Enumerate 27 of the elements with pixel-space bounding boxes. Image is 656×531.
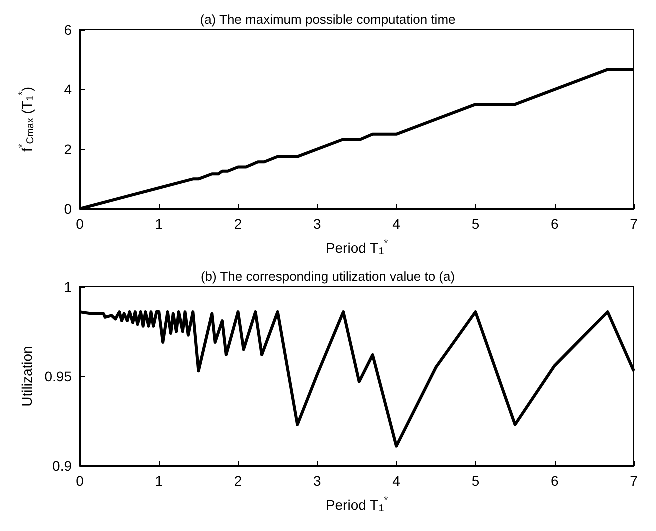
x-tick-label: 3: [314, 473, 322, 489]
y-axis-title: f*Cmax (T1*): [18, 86, 36, 152]
chart-title: (b) The corresponding utilization value to (a): [200, 269, 456, 284]
x-tick-label: 0: [76, 216, 84, 232]
x-tick-label: 2: [234, 216, 242, 232]
y-tick-label: 2: [64, 141, 72, 158]
x-tick-label: 4: [392, 216, 401, 232]
x-tick-label: 6: [550, 216, 559, 232]
x-tick-label: 0: [76, 473, 84, 489]
x-tick-label: 4: [392, 473, 401, 489]
x-tick-label: 1: [155, 216, 164, 232]
y-tick-label: 0.9: [52, 458, 72, 474]
y-tick-label: 6: [64, 22, 72, 38]
chart-title: (a) The maximum possible computation time: [200, 12, 456, 27]
x-tick-label: 1: [155, 473, 164, 489]
x-tick-label: 7: [630, 216, 638, 232]
y-tick-label: 1: [64, 279, 72, 295]
x-tick-label: 6: [550, 473, 559, 489]
x-tick-label: 2: [234, 473, 242, 489]
x-tick-label: 5: [472, 216, 480, 232]
y-tick-label: 0: [64, 201, 72, 217]
x-tick-label: 7: [630, 473, 638, 489]
x-tick-label: 3: [314, 216, 322, 232]
y-tick-label: 4: [64, 82, 72, 98]
y-tick-label: 0.95: [44, 368, 72, 384]
y-axis-title: Utilization: [18, 346, 35, 407]
x-tick-label: 5: [472, 473, 480, 489]
